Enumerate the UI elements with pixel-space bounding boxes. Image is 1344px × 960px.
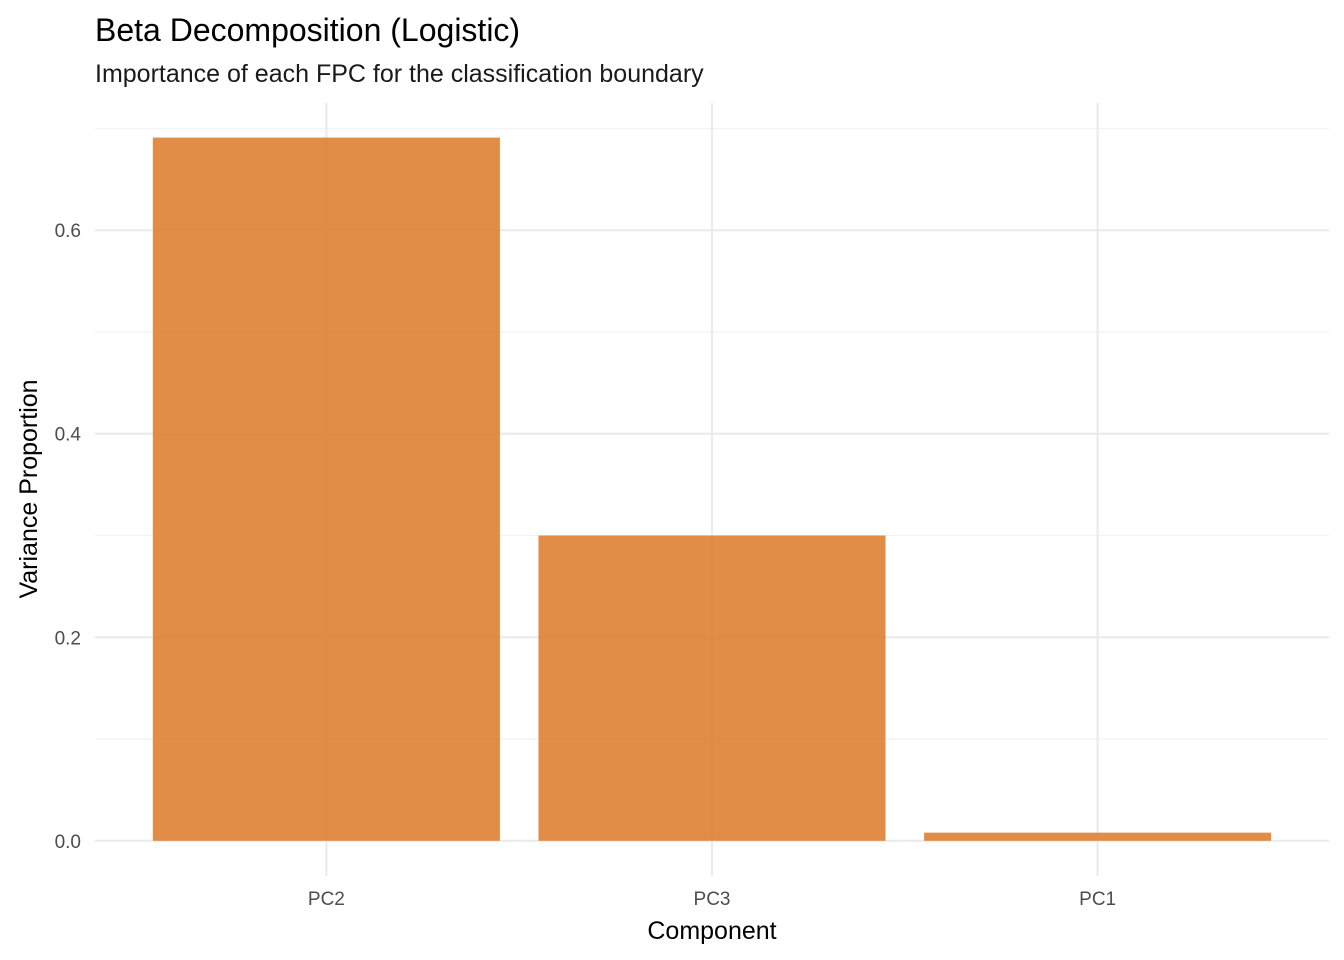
y-tick-label: 0.6 (55, 221, 81, 242)
bar-pc3 (538, 535, 886, 841)
y-tick-label: 0.4 (55, 425, 82, 446)
x-tick-label: PC1 (1079, 889, 1116, 910)
x-axis-title: Component (647, 917, 776, 945)
x-tick-label: PC3 (694, 889, 731, 910)
bars (152, 137, 1272, 841)
x-tick-labels: PC2 PC3 PC1 (308, 889, 1116, 910)
chart-title: Beta Decomposition (Logistic) (95, 12, 520, 48)
x-tick-label: PC2 (308, 889, 345, 910)
bar-pc1 (924, 832, 1272, 841)
y-tick-label: 0.2 (55, 628, 81, 649)
y-tick-label: 0.0 (55, 832, 81, 853)
y-axis-title: Variance Proportion (15, 379, 43, 598)
y-tick-labels: 0.0 0.2 0.4 0.6 (55, 221, 82, 853)
chart-subtitle: Importance of each FPC for the classific… (95, 60, 704, 88)
bar-pc2 (152, 137, 500, 841)
